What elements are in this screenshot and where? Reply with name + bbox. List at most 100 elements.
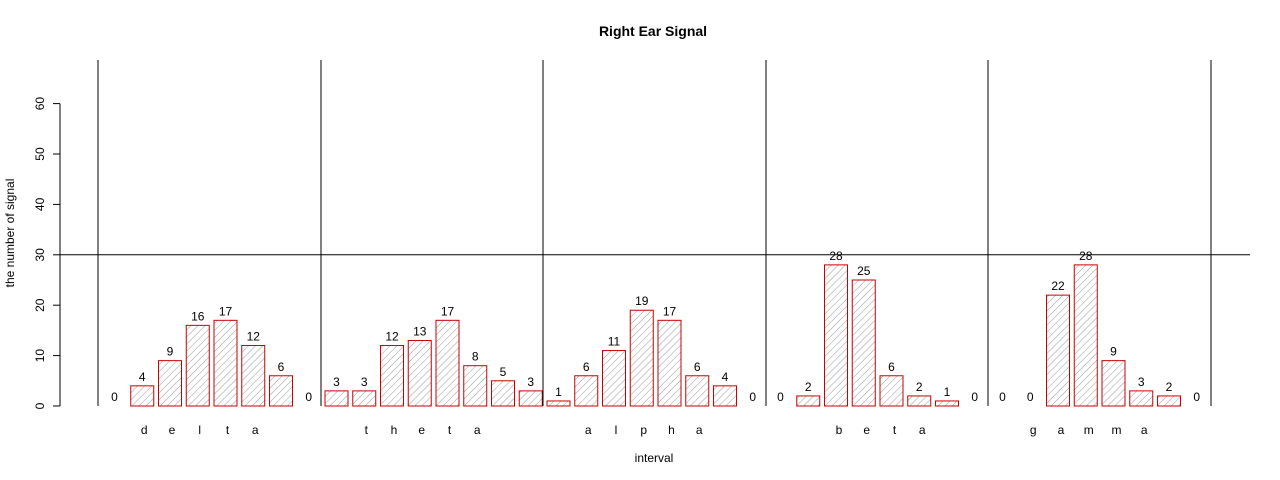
y-tick-label: 0 — [33, 402, 47, 409]
bar-value-label: 9 — [167, 345, 174, 359]
y-tick-label: 40 — [33, 197, 47, 211]
bar-value-label: 0 — [1193, 390, 1200, 404]
bar — [241, 345, 266, 407]
interval-letter: e — [863, 423, 870, 437]
bar-value-label: 3 — [361, 375, 368, 389]
bar-value-label: 6 — [583, 360, 590, 374]
bar-value-label: 13 — [413, 324, 427, 338]
bar-value-label: 0 — [971, 390, 978, 404]
bar — [185, 324, 210, 407]
bar-value-label: 3 — [527, 375, 534, 389]
interval-letter: a — [1058, 423, 1065, 437]
bar-value-label: 6 — [278, 360, 285, 374]
interval-letter: h — [668, 423, 675, 437]
bar-value-label: 17 — [219, 304, 233, 318]
group-separators — [97, 60, 1212, 406]
bar-value-label: 2 — [916, 380, 923, 394]
bar-value-label: 28 — [829, 249, 843, 263]
interval-letter: h — [391, 423, 398, 437]
bar-value-label: 8 — [472, 350, 479, 364]
bar — [851, 279, 876, 407]
bar-value-label: 19 — [635, 294, 649, 308]
interval-letter: t — [893, 423, 897, 437]
interval-letter: t — [365, 423, 369, 437]
bar — [1129, 390, 1154, 407]
bar-value-label: 5 — [500, 365, 507, 379]
interval-letter: e — [169, 423, 176, 437]
bar-value-label: 9 — [1110, 345, 1117, 359]
bar — [824, 264, 848, 407]
bar — [1101, 360, 1126, 407]
interval-letter: l — [198, 423, 201, 437]
bar — [380, 345, 404, 407]
interval-letter: a — [585, 423, 592, 437]
interval-letter: d — [141, 423, 148, 437]
bar-value-label: 1 — [944, 385, 951, 399]
bar-value-label: 11 — [608, 335, 621, 349]
bar-value-label: 2 — [805, 380, 812, 394]
bar — [435, 319, 460, 407]
interval-letter: t — [226, 423, 230, 437]
bar — [269, 375, 293, 407]
bar-value-label: 25 — [857, 264, 871, 278]
bar — [879, 375, 904, 407]
bar-value-label: 0 — [999, 390, 1006, 404]
interval-letter: p — [640, 423, 647, 437]
bar-value-label: 0 — [111, 390, 118, 404]
bar-value-label: 6 — [888, 360, 895, 374]
bar-value-label: 3 — [1138, 375, 1145, 389]
bar — [1157, 395, 1181, 407]
interval-letter: a — [696, 423, 703, 437]
bar — [352, 390, 377, 407]
bar — [796, 395, 821, 407]
bar-value-label: 4 — [139, 370, 146, 384]
bar — [1046, 294, 1070, 407]
bar — [907, 395, 932, 407]
bar-value-label: 16 — [191, 309, 205, 323]
bar — [491, 380, 515, 407]
interval-letter: a — [919, 423, 926, 437]
bar-value-label: 3 — [333, 375, 340, 389]
bar-value-label: 17 — [663, 304, 677, 318]
y-tick-label: 50 — [33, 147, 47, 161]
bar-value-label: 0 — [749, 390, 756, 404]
interval-letter: t — [448, 423, 452, 437]
y-tick-label: 20 — [33, 298, 47, 312]
interval-letter: a — [252, 423, 259, 437]
interval-letter: a — [1141, 423, 1148, 437]
bar-value-label: 6 — [694, 360, 701, 374]
bar — [324, 390, 349, 407]
y-axis: 0 10 20 30 40 50 60 — [33, 97, 61, 409]
bar-value-label: 12 — [247, 330, 261, 344]
y-tick-label: 10 — [33, 349, 47, 363]
bar — [685, 375, 710, 407]
y-axis-label: the number of signal — [3, 179, 17, 288]
bar-value-label: 1 — [555, 385, 562, 399]
interval-letter: g — [1030, 423, 1037, 437]
interval-letter: a — [474, 423, 481, 437]
interval-letter: e — [418, 423, 425, 437]
x-axis-label: interval — [635, 451, 674, 465]
bar — [713, 385, 737, 407]
bar — [602, 350, 626, 407]
interval-letter: m — [1084, 423, 1094, 437]
bar-value-label: 0 — [305, 390, 312, 404]
bar — [657, 319, 682, 407]
bar — [935, 400, 959, 407]
bar — [546, 400, 571, 407]
bar-value-label: 0 — [777, 390, 784, 404]
bar — [407, 339, 432, 407]
interval-letter: b — [836, 423, 843, 437]
bar-value-label: 12 — [385, 330, 399, 344]
bar-value-label: 0 — [1027, 390, 1034, 404]
bar — [1073, 264, 1098, 407]
bar — [518, 390, 543, 407]
bar — [130, 385, 155, 407]
bar — [158, 360, 182, 407]
bar — [574, 375, 599, 407]
bar-value-label: 17 — [441, 304, 455, 318]
bar-value-label: 28 — [1079, 249, 1093, 263]
bar — [213, 319, 238, 407]
